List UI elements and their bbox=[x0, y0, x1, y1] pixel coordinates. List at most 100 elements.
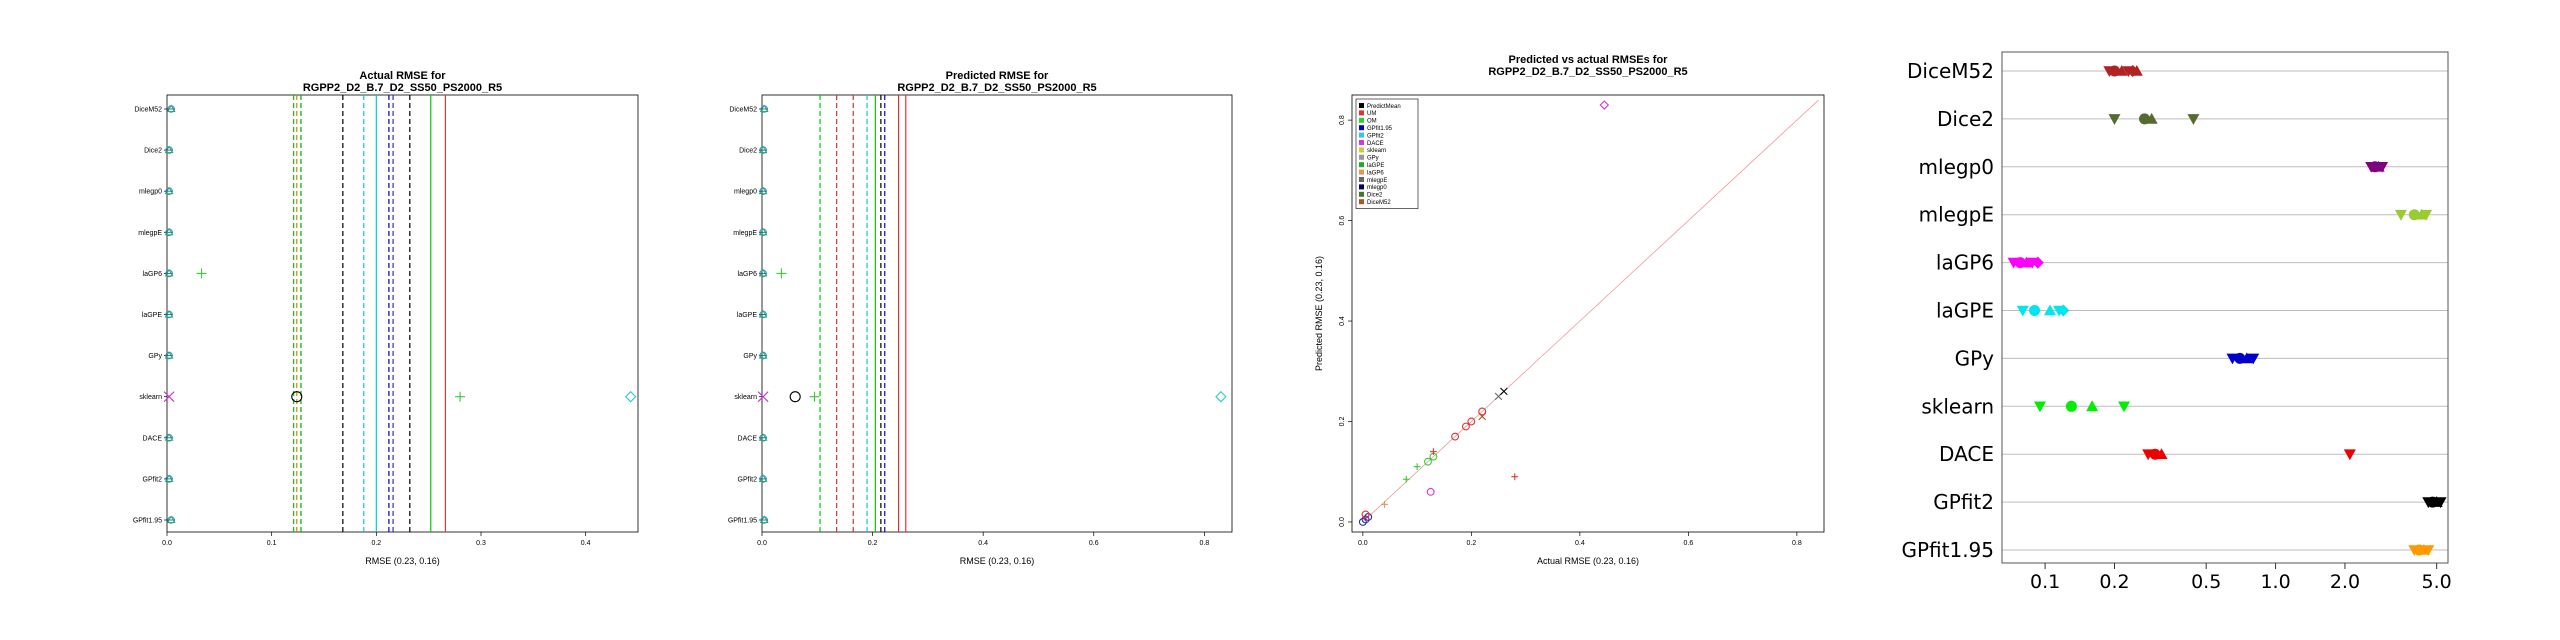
data-point bbox=[1478, 407, 1487, 416]
x-tick-label: 0.6 bbox=[1684, 540, 1694, 547]
plot-frame bbox=[166, 94, 639, 533]
data-point bbox=[758, 433, 768, 442]
y-tick-label: GPfit2 bbox=[738, 476, 758, 483]
data-point-shape bbox=[1358, 518, 1367, 526]
data-point bbox=[1361, 515, 1370, 524]
data-point bbox=[164, 351, 174, 360]
data-point bbox=[2065, 400, 2077, 412]
data-point-shape bbox=[1451, 432, 1460, 441]
y-axis-label: Predicted RMSE (0.23, 0.16) bbox=[1314, 256, 1324, 371]
y-tick-label: DACE bbox=[738, 435, 758, 442]
data-point bbox=[2130, 65, 2143, 76]
legend-swatch bbox=[1359, 169, 1364, 175]
x-tick-label: 0.8 bbox=[1199, 540, 1209, 547]
data-point-shape bbox=[1215, 390, 1227, 403]
x-tick-label: 0.4 bbox=[1575, 540, 1585, 547]
legend-label: PredictMean bbox=[1367, 104, 1401, 110]
data-point bbox=[2016, 305, 2029, 317]
data-point-shape bbox=[1361, 510, 1370, 519]
x-tick-label: 1.0 bbox=[2260, 571, 2290, 593]
data-point bbox=[1413, 463, 1421, 471]
data-point-b bbox=[1500, 387, 1508, 396]
data-point bbox=[2343, 449, 2356, 461]
plot-frame bbox=[1351, 94, 1825, 533]
data-point-shape bbox=[1364, 512, 1373, 521]
x-tick-label: 0.4 bbox=[978, 540, 988, 547]
data-point bbox=[2434, 497, 2447, 509]
data-point bbox=[164, 474, 174, 483]
data-point bbox=[196, 268, 207, 279]
y-tick-label: GPy bbox=[743, 353, 757, 360]
data-point bbox=[2155, 448, 2168, 459]
legend-swatch bbox=[1359, 177, 1364, 182]
y-tick-label: GPy bbox=[148, 353, 162, 360]
x-axis-label: Actual RMSE (0.23, 0.16) bbox=[1537, 556, 1639, 566]
data-point-c2 bbox=[758, 268, 768, 277]
data-point bbox=[1511, 473, 1519, 481]
x-tick-label: 0.2 bbox=[371, 540, 381, 547]
data-point-c2 bbox=[164, 186, 174, 195]
legend-swatch bbox=[1359, 199, 1364, 205]
data-point bbox=[758, 227, 768, 237]
data-point bbox=[809, 391, 820, 402]
data-point-c2 bbox=[758, 351, 768, 359]
data-point bbox=[758, 186, 768, 195]
data-point bbox=[2031, 256, 2044, 269]
legend-label: mlegp0 bbox=[1367, 185, 1387, 191]
data-point bbox=[2145, 112, 2158, 124]
data-point-c2 bbox=[758, 227, 768, 236]
y-tick-label: GPfit1.95 bbox=[728, 518, 757, 525]
y-tick-label: 0.4 bbox=[1339, 316, 1346, 326]
data-point-c2 bbox=[164, 310, 174, 318]
legend-swatch bbox=[1359, 154, 1364, 160]
chart-panel-predicted-vs-actual: Predicted vs actual RMSEs forRGPP2_D2_B.… bbox=[1314, 54, 1825, 566]
legend-label: GPfit1.95 bbox=[1367, 126, 1393, 132]
y-tick-label: mlegp0 bbox=[139, 189, 162, 196]
data-point bbox=[455, 391, 466, 402]
y-tick-label: DiceM52 bbox=[729, 107, 757, 114]
x-tick-label: 0.2 bbox=[868, 540, 878, 547]
chart-panel-actual-rmse: Actual RMSE forRGPP2_D2_B.7_D2_SS50_PS20… bbox=[133, 70, 639, 566]
data-point-c2 bbox=[758, 186, 768, 195]
y-tick-label: 0.8 bbox=[1339, 115, 1346, 125]
data-point bbox=[758, 145, 768, 154]
data-point bbox=[2043, 304, 2056, 316]
plot-frame bbox=[761, 94, 1233, 533]
y-tick-label: DACE bbox=[143, 435, 163, 442]
x-tick-label: 0.1 bbox=[2030, 571, 2060, 593]
data-point bbox=[624, 390, 637, 403]
y-tick-label: laGP6 bbox=[738, 271, 758, 278]
data-point bbox=[1461, 422, 1470, 431]
x-tick-label: 0.4 bbox=[581, 540, 591, 547]
x-tick-label: 0.3 bbox=[476, 540, 486, 547]
data-point bbox=[1358, 518, 1367, 526]
chart-title-line: Predicted RMSE for bbox=[946, 70, 1049, 82]
chart-title-line: Actual RMSE for bbox=[359, 70, 446, 82]
y-tick-label: DACE bbox=[1939, 442, 1994, 466]
x-axis-label: RMSE (0.23, 0.16) bbox=[960, 556, 1035, 566]
data-point bbox=[757, 391, 769, 403]
legend-swatch bbox=[1359, 117, 1364, 123]
data-point bbox=[163, 391, 175, 403]
y-tick-label: 0.6 bbox=[1339, 216, 1346, 226]
data-point bbox=[2394, 209, 2407, 221]
y-tick-label: sklearn bbox=[734, 394, 757, 401]
data-point bbox=[164, 310, 174, 319]
y-tick-label: DiceM52 bbox=[134, 107, 162, 114]
data-point-c2 bbox=[758, 145, 768, 154]
y-tick-label: GPfit1.95 bbox=[133, 518, 162, 525]
data-point-shape bbox=[1361, 515, 1370, 524]
data-point bbox=[164, 433, 174, 442]
data-point bbox=[759, 515, 769, 524]
y-tick-label: mlegpE bbox=[1919, 203, 1994, 227]
legend-label: Dice2 bbox=[1367, 193, 1383, 199]
legend-swatch bbox=[1359, 140, 1364, 145]
data-point bbox=[2057, 304, 2070, 317]
y-tick-label: laGPE bbox=[142, 312, 163, 319]
y-tick-label: laGPE bbox=[737, 312, 758, 319]
y-tick-label: 0.0 bbox=[1339, 517, 1346, 527]
data-point bbox=[2118, 401, 2131, 413]
legend-label: GPy bbox=[1367, 156, 1379, 162]
chart-panel-log-scale-comparison: DiceM52 Dice2 mlegp0 mlegpE laGP6 laGPE GPy skl… bbox=[1901, 51, 2452, 593]
